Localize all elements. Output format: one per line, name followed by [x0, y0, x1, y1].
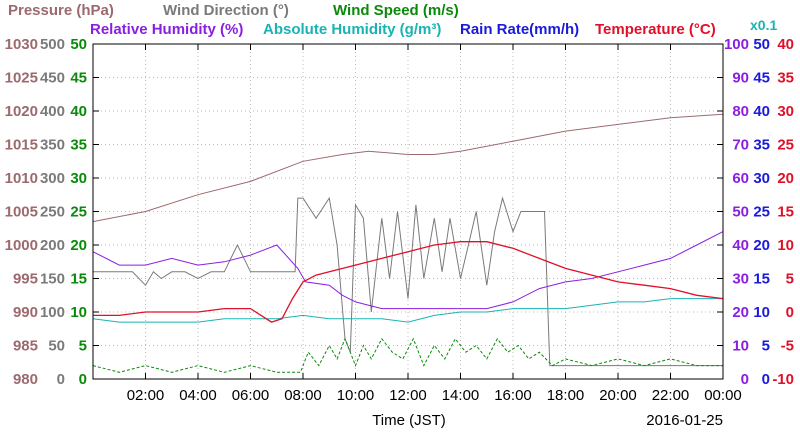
tick-label-wind-speed: 50 [70, 36, 87, 53]
tick-label-relative-humidity: 70 [732, 137, 749, 154]
series-line [93, 196, 723, 367]
tick-label-relative-humidity: 10 [732, 338, 749, 355]
tick-label-temperature: 5 [786, 271, 794, 288]
x-tick-label: 10:00 [337, 387, 375, 404]
tick-label-rain-rate: 20 [753, 237, 770, 254]
tick-label-relative-humidity: 80 [732, 103, 749, 120]
tick-label-wind-speed: 30 [70, 170, 87, 187]
x-tick-label: 18:00 [547, 387, 585, 404]
tick-label-temperature: 0 [786, 304, 794, 321]
tick-label-wind-speed: 45 [70, 70, 87, 87]
tick-label-pressure: 1005 [5, 204, 38, 221]
series-line [92, 113, 724, 223]
tick-label-pressure: 995 [13, 271, 38, 288]
tick-label-temperature: -10 [772, 371, 794, 388]
tick-label-relative-humidity: 0 [741, 371, 749, 388]
tick-label-temperature: 30 [777, 103, 794, 120]
legend-temperature: Temperature (°C) [595, 21, 716, 38]
series-line [93, 241, 724, 323]
series-line [92, 231, 724, 310]
tick-label-rain-rate: 35 [753, 137, 770, 154]
tick-label-pressure: 1000 [5, 237, 38, 254]
tick-label-wind-speed: 15 [70, 271, 87, 288]
tick-label-wind-direction: 200 [40, 237, 65, 254]
tick-label-wind-speed: 10 [70, 304, 87, 321]
x-tick-label: 06:00 [232, 387, 270, 404]
tick-label-wind-direction: 450 [40, 70, 65, 87]
tick-label-temperature: 20 [777, 170, 794, 187]
tick-label-wind-direction: 150 [40, 271, 65, 288]
x-axis-label: Time (JST) [372, 412, 446, 429]
tick-label-relative-humidity: 40 [732, 237, 749, 254]
x-tick-label: 04:00 [179, 387, 217, 404]
tick-label-wind-direction: 100 [40, 304, 65, 321]
tick-label-pressure: 985 [13, 338, 38, 355]
tick-label-temperature: -5 [781, 338, 794, 355]
tick-label-pressure: 990 [13, 304, 38, 321]
tick-label-wind-speed: 35 [70, 137, 87, 154]
tick-label-wind-direction: 0 [57, 371, 65, 388]
legend-relative-humidity: Relative Humidity (%) [90, 21, 244, 38]
tick-label-pressure: 1025 [5, 70, 38, 87]
tick-label-wind-speed: 5 [79, 338, 87, 355]
tick-label-relative-humidity: 60 [732, 170, 749, 187]
tick-label-wind-direction: 300 [40, 170, 65, 187]
tick-label-pressure: 1015 [5, 137, 38, 154]
x-tick-label: 20:00 [599, 387, 637, 404]
tick-label-wind-speed: 20 [70, 237, 87, 254]
tick-label-pressure: 980 [13, 371, 38, 388]
date-label: 2016-01-25 [646, 412, 723, 429]
tick-label-rain-rate: 15 [753, 271, 770, 288]
legend-pressure: Pressure (hPa) [8, 2, 114, 19]
x-tick-label: 14:00 [442, 387, 480, 404]
tick-label-relative-humidity: 90 [732, 70, 749, 87]
x-tick-label: 22:00 [652, 387, 690, 404]
series-line [92, 337, 723, 373]
tick-label-rain-rate: 5 [762, 338, 770, 355]
x-tick-label: 00:00 [704, 387, 742, 404]
tick-label-rain-rate: 50 [753, 36, 770, 53]
tick-label-temperature: 25 [777, 137, 794, 154]
x-tick-label: 16:00 [494, 387, 532, 404]
tick-label-pressure: 1010 [5, 170, 38, 187]
x-tick-label: 08:00 [284, 387, 322, 404]
tick-label-wind-direction: 350 [40, 137, 65, 154]
tick-label-wind-direction: 400 [40, 103, 65, 120]
legend-absolute-humidity: Absolute Humidity (g/m³) [263, 21, 442, 38]
tick-label-wind-direction: 500 [40, 36, 65, 53]
legend-wind-direction: Wind Direction (°) [163, 2, 289, 19]
x-tick-label: 12:00 [389, 387, 427, 404]
tick-label-rain-rate: 10 [753, 304, 770, 321]
tick-label-rain-rate: 40 [753, 103, 770, 120]
tick-label-rain-rate: 30 [753, 170, 770, 187]
tick-label-relative-humidity: 30 [732, 271, 749, 288]
tick-label-wind-direction: 50 [48, 338, 65, 355]
tick-label-pressure: 1030 [5, 36, 38, 53]
tick-label-relative-humidity: 100 [724, 36, 749, 53]
legend-wind-speed: Wind Speed (m/s) [333, 2, 459, 19]
series-line [92, 298, 723, 323]
tick-label-rain-rate: 45 [753, 70, 770, 87]
tick-label-relative-humidity: 50 [732, 204, 749, 221]
ah-multiplier: x0.1 [750, 17, 778, 33]
tick-label-wind-speed: 0 [79, 371, 87, 388]
tick-label-pressure: 1020 [5, 103, 38, 120]
tick-label-relative-humidity: 20 [732, 304, 749, 321]
tick-label-temperature: 35 [777, 70, 794, 87]
tick-label-temperature: 40 [777, 36, 794, 53]
tick-label-temperature: 15 [777, 204, 794, 221]
tick-label-wind-speed: 25 [70, 204, 87, 221]
tick-label-wind-speed: 40 [70, 103, 87, 120]
legend-rain-rate: Rain Rate(mm/h) [460, 21, 580, 38]
x-tick-label: 02:00 [127, 387, 165, 404]
tick-label-rain-rate: 0 [762, 371, 770, 388]
tick-label-rain-rate: 25 [753, 204, 770, 221]
tick-label-wind-direction: 250 [40, 204, 65, 221]
legend: Pressure (hPa) Wind Direction (°) Wind S… [0, 0, 800, 44]
tick-label-temperature: 10 [777, 237, 794, 254]
